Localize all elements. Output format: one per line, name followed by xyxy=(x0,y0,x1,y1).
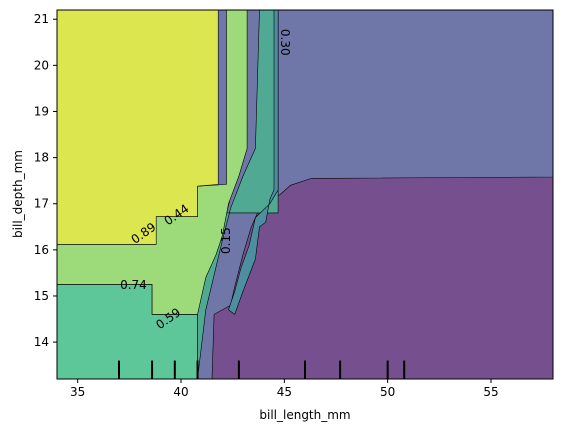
y-tick-label-6: 20 xyxy=(34,58,49,72)
contour-region-1 xyxy=(195,10,553,379)
x-tick-label-2: 45 xyxy=(277,385,292,399)
x-tick-label-1: 40 xyxy=(173,385,188,399)
y-tick-label-3: 17 xyxy=(34,197,49,211)
x-tick-label-3: 50 xyxy=(380,385,395,399)
x-axis-label: bill_length_mm xyxy=(259,408,350,422)
contour-region-6 xyxy=(57,10,219,245)
contour-label-3: 0.15 xyxy=(219,227,233,254)
contour-label-4: 0.74 xyxy=(120,278,147,292)
contour-region-3 xyxy=(228,10,279,315)
plot-frame xyxy=(56,9,554,380)
x-tick-label-4: 55 xyxy=(483,385,498,399)
contour-label-0: 0.30 xyxy=(278,29,292,56)
y-axis-label: bill_depth_mm xyxy=(11,150,25,238)
rug-marks xyxy=(118,360,406,379)
x-axis-ticks: 35 40 45 50 55 xyxy=(70,379,499,399)
y-tick-label-5: 19 xyxy=(34,104,49,118)
y-tick-label-1: 15 xyxy=(34,289,49,303)
contour-regions xyxy=(57,10,553,379)
y-tick-label-4: 18 xyxy=(34,151,49,165)
y-axis-ticks: 14 15 16 17 18 19 20 21 xyxy=(34,12,57,349)
x-tick-label-0: 35 xyxy=(70,385,85,399)
y-tick-label-0: 14 xyxy=(34,335,49,349)
y-tick-label-7: 21 xyxy=(34,12,49,26)
y-tick-label-2: 16 xyxy=(34,243,49,257)
